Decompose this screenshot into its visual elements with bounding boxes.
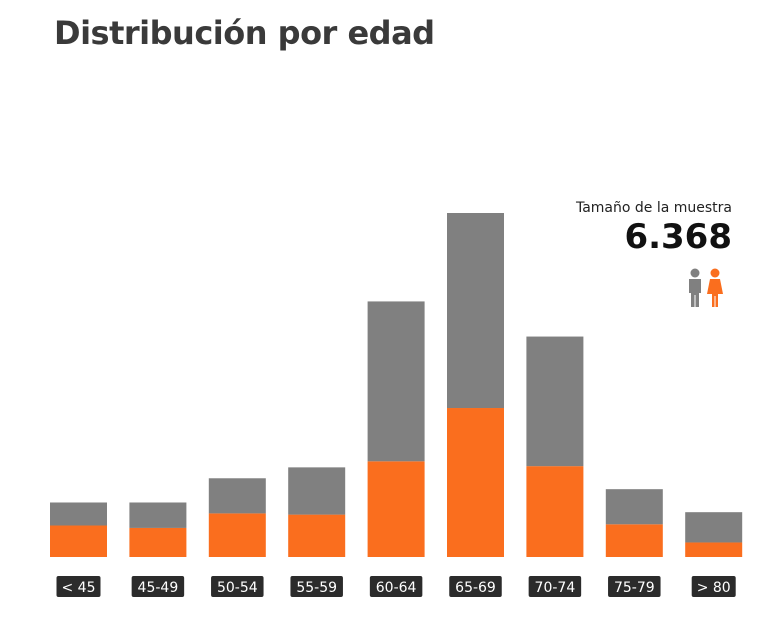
bar-women-1 <box>129 527 187 557</box>
bar-men-6 <box>526 336 584 467</box>
category-label-bg <box>608 576 661 597</box>
category-label-bg <box>528 576 582 597</box>
bar-women-2 <box>208 513 266 557</box>
bar-women-3 <box>288 514 346 557</box>
bar-men-0 <box>50 502 107 526</box>
bar-women-7 <box>605 524 663 557</box>
bar-men-5 <box>447 213 504 409</box>
chart-title: Distribución por edad <box>54 14 435 52</box>
bar-women-0 <box>50 525 107 557</box>
category-label: > 80 <box>697 580 731 596</box>
category-label-bg <box>691 576 736 597</box>
category-label: 70-74 <box>535 580 576 596</box>
category-label-bg <box>131 576 185 597</box>
bar-men-7 <box>605 489 663 525</box>
bar-men-1 <box>129 502 187 528</box>
bar-men-3 <box>288 467 346 515</box>
category-label: < 45 <box>62 580 96 596</box>
sample-size-label: Tamaño de la muestra <box>575 200 732 216</box>
bar-men-2 <box>208 478 266 514</box>
category-label: 50-54 <box>217 580 258 596</box>
bar-women-8 <box>685 542 743 557</box>
bar-women-6 <box>526 466 584 557</box>
gender-icons <box>689 268 723 307</box>
category-label: 45-49 <box>138 580 179 596</box>
category-label-bg <box>449 576 502 597</box>
category-label: 65-69 <box>455 580 496 596</box>
category-label: 55-59 <box>296 580 337 596</box>
bar-men-4 <box>367 301 425 462</box>
category-label-bg <box>211 576 264 597</box>
category-label: 60-64 <box>376 580 417 596</box>
category-label-bg <box>56 576 101 597</box>
sample-size-value: 6.368 <box>624 217 732 257</box>
bar-men-8 <box>685 512 743 543</box>
bar-women-4 <box>367 461 425 557</box>
bar-women-5 <box>447 408 504 557</box>
category-label: 75-79 <box>614 580 655 596</box>
category-label-bg <box>290 576 343 597</box>
category-label-bg <box>369 576 423 597</box>
sample-size: Tamaño de la muestra 6.368 <box>576 200 732 258</box>
man-icon <box>689 268 701 307</box>
woman-icon <box>707 268 723 307</box>
